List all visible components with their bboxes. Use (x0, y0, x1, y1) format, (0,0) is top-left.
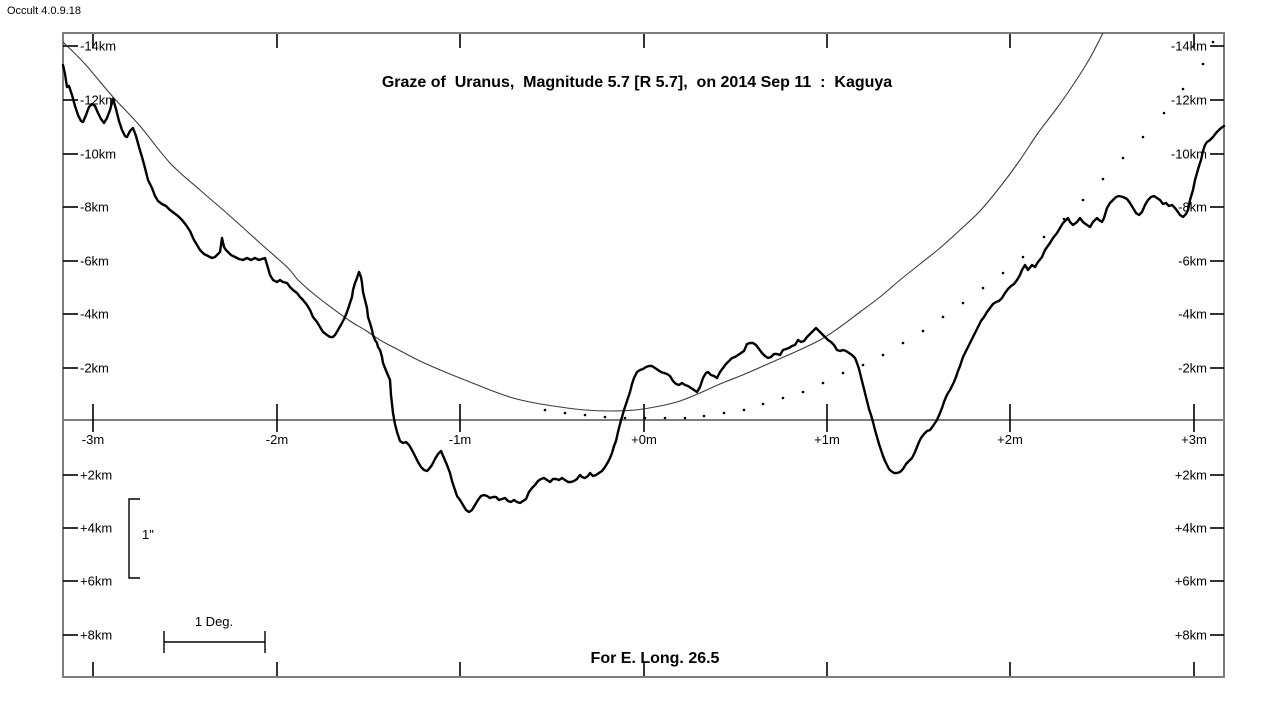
dotted-limb-curve-dot (981, 286, 985, 290)
y-tick-label-left: +8km (80, 628, 112, 643)
dotted-limb-curve-dot (881, 353, 885, 357)
y-tick-label-left: +2km (80, 468, 112, 483)
degree-scale-label: 1 Deg. (194, 614, 234, 629)
dotted-limb-curve-dot (1162, 111, 1166, 115)
dotted-limb-curve-dot (623, 416, 627, 420)
smooth-limb-curve (62, 32, 1104, 412)
y-tick-label-right: +2km (1175, 468, 1207, 483)
dotted-limb-curve-dot (761, 402, 765, 406)
dotted-limb-curve-dot (1211, 40, 1215, 44)
dotted-limb-curve-dot (1081, 198, 1085, 202)
limb-profile-trace (61, 63, 1226, 514)
dotted-limb-curve-dot (961, 301, 965, 305)
y-tick-label-left: +6km (80, 574, 112, 589)
dotted-limb-curve-dot (683, 416, 687, 420)
dotted-limb-curve-dot (643, 416, 647, 420)
dotted-limb-curve-dot (781, 396, 785, 400)
y-tick-label-left: -10km (80, 147, 116, 162)
y-tick-label-right: -4km (1178, 307, 1207, 322)
dotted-limb-curve-dot (1121, 156, 1125, 160)
dotted-limb-curve-dot (941, 315, 945, 319)
dotted-limb-curve-dot (1042, 235, 1046, 239)
dotted-limb-curve-dot (583, 413, 587, 417)
dotted-limb-curve-dot (603, 415, 607, 419)
arcsec-scale-bracket (128, 498, 140, 579)
y-tick-label-left: -8km (80, 200, 109, 215)
y-tick-label-right: -8km (1178, 200, 1207, 215)
y-tick-label-left: -4km (80, 307, 109, 322)
x-tick-label: +3m (1181, 432, 1207, 447)
dotted-limb-curve-dot (901, 341, 905, 345)
dotted-limb-curve-dot (861, 363, 865, 367)
dotted-limb-curve-dot (1201, 62, 1205, 66)
dotted-limb-curve-dot (663, 416, 667, 420)
x-tick-label: -1m (449, 432, 471, 447)
plot-frame (62, 32, 1225, 678)
y-tick-label-right: +4km (1175, 521, 1207, 536)
dotted-limb-curve-dot (801, 390, 805, 394)
y-tick-label-right: -6km (1178, 254, 1207, 269)
y-tick-label-right: +8km (1175, 628, 1207, 643)
y-tick-label-right: -2km (1178, 361, 1207, 376)
x-tick-label: +2m (997, 432, 1023, 447)
y-tick-label-right: -10km (1171, 147, 1207, 162)
chart-footer: For E. Long. 26.5 (590, 650, 720, 667)
dotted-limb-curve-dot (563, 411, 567, 415)
y-tick-label-left: -14km (80, 39, 116, 54)
app-version-label: Occult 4.0.9.18 (7, 5, 81, 17)
y-tick-label-right: -14km (1171, 39, 1207, 54)
y-tick-label-left: -12km (80, 93, 116, 108)
y-tick-label-left: -2km (80, 361, 109, 376)
dotted-limb-curve-dot (1181, 87, 1185, 91)
degree-scale-bar (163, 631, 266, 653)
dotted-limb-curve-dot (1062, 217, 1066, 221)
arcsec-scale-label: 1" (142, 527, 154, 542)
y-tick-label-left: +4km (80, 521, 112, 536)
dotted-limb-curve-dot (722, 411, 726, 415)
dotted-limb-curve-dot (1101, 177, 1105, 181)
dotted-limb-curve-dot (1021, 255, 1025, 259)
x-tick-label: +0m (631, 432, 657, 447)
x-tick-label: -3m (82, 432, 104, 447)
y-tick-label-right: +6km (1175, 574, 1207, 589)
dotted-limb-curve-dot (921, 329, 925, 333)
dotted-limb-curve-dot (702, 414, 706, 418)
dotted-limb-curve-dot (821, 381, 825, 385)
dotted-limb-curve-dot (543, 408, 547, 412)
dotted-limb-curve-dot (1141, 135, 1145, 139)
y-tick-label-left: -6km (80, 254, 109, 269)
y-tick-label-right: -12km (1171, 93, 1207, 108)
dotted-limb-curve-dot (841, 371, 845, 375)
dotted-limb-curve-dot (742, 408, 746, 412)
x-tick-label: +1m (814, 432, 840, 447)
x-tick-label: -2m (266, 432, 288, 447)
chart-title: Graze of Uranus, Magnitude 5.7 [R 5.7], … (381, 74, 893, 91)
dotted-limb-curve-dot (1001, 271, 1005, 275)
